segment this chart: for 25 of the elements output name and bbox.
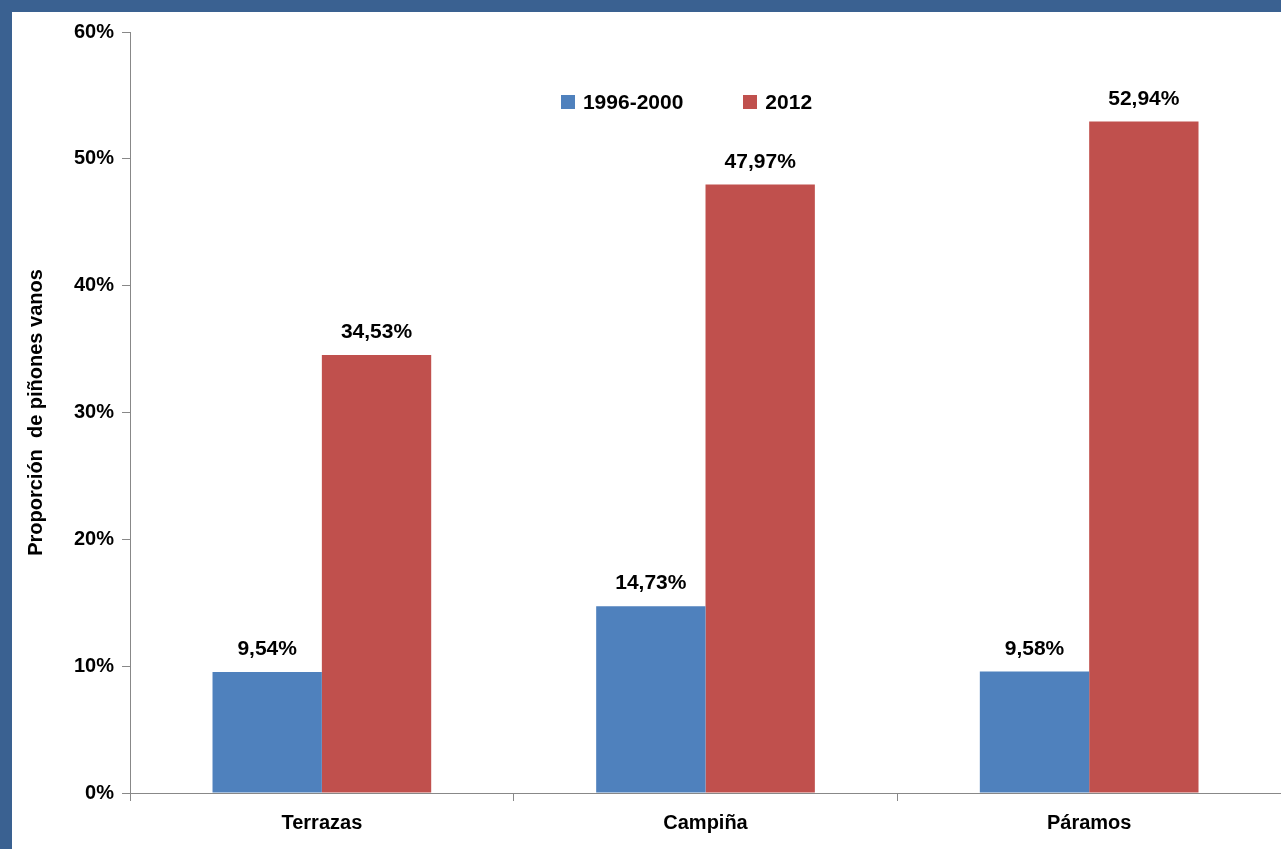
x-tick-label: Campiña <box>663 810 749 833</box>
data-label: 47,97% <box>724 148 797 172</box>
bar <box>212 672 322 793</box>
bar <box>321 355 432 793</box>
x-tick-label: Terrazas <box>281 810 363 833</box>
y-tick-label: 60% <box>74 19 115 42</box>
data-label: 14,73% <box>615 570 687 594</box>
y-tick-label: 0% <box>85 780 115 803</box>
y-tick-label: 20% <box>74 526 115 549</box>
data-label: 34,53% <box>340 319 413 343</box>
y-tick-label: 40% <box>74 273 115 296</box>
y-tick-label: 50% <box>74 146 115 169</box>
y-tick-label: 10% <box>74 653 115 676</box>
legend-label: 1996-2000 <box>581 90 684 114</box>
bar <box>1089 121 1199 793</box>
bar <box>705 184 815 793</box>
data-label: 52,94% <box>1108 85 1180 109</box>
y-tick-label: 30% <box>74 400 115 423</box>
x-tick-label: Páramos <box>1046 810 1132 833</box>
bar <box>979 671 1090 793</box>
y-axis-title: Proporción de piñones vanos <box>23 269 46 556</box>
data-label: 9,58% <box>1004 635 1065 659</box>
bar <box>596 606 706 793</box>
legend-label: 2012 <box>764 90 813 114</box>
data-label: 9,54% <box>237 636 298 660</box>
